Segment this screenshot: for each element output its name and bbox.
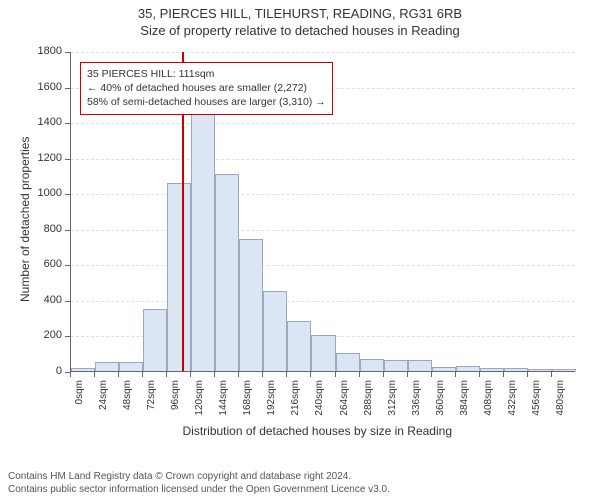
y-tick-mark: [65, 194, 70, 195]
y-tick-mark: [65, 230, 70, 231]
histogram-bar: [167, 183, 191, 371]
footer-line-1: Contains HM Land Registry data © Crown c…: [8, 471, 592, 484]
x-tick-label: 0sqm: [74, 380, 85, 430]
x-tick-mark: [214, 372, 215, 377]
y-tick-mark: [65, 265, 70, 266]
gridline: [71, 123, 575, 124]
x-tick-mark: [479, 372, 480, 377]
info-line-1: 35 PIERCES HILL: 111sqm: [87, 67, 326, 81]
gridline: [71, 265, 575, 266]
y-tick-mark: [65, 301, 70, 302]
histogram-bar: [119, 362, 143, 371]
y-tick-label: 1400: [28, 116, 62, 128]
footer-line-2: Contains public sector information licen…: [8, 484, 592, 497]
y-tick-label: 200: [28, 329, 62, 341]
histogram-bar: [360, 359, 384, 371]
x-tick-label: 216sqm: [290, 380, 301, 430]
x-tick-label: 480sqm: [555, 380, 566, 430]
x-tick-label: 48sqm: [122, 380, 133, 430]
x-tick-mark: [310, 372, 311, 377]
x-tick-mark: [359, 372, 360, 377]
x-tick-mark: [455, 372, 456, 377]
histogram-bar: [528, 369, 552, 371]
x-tick-mark: [527, 372, 528, 377]
histogram-bar: [504, 368, 528, 371]
histogram-bar: [95, 362, 119, 371]
x-tick-label: 240sqm: [314, 380, 325, 430]
gridline: [71, 194, 575, 195]
histogram-bar: [215, 174, 239, 371]
gridline: [71, 52, 575, 53]
x-tick-label: 456sqm: [531, 380, 542, 430]
x-tick-label: 312sqm: [387, 380, 398, 430]
histogram-bar: [191, 111, 215, 371]
gridline: [71, 159, 575, 160]
y-tick-mark: [65, 52, 70, 53]
info-line-2: ← 40% of detached houses are smaller (2,…: [87, 81, 326, 95]
x-tick-label: 24sqm: [98, 380, 109, 430]
x-tick-mark: [166, 372, 167, 377]
info-line-3: 58% of semi-detached houses are larger (…: [87, 95, 326, 109]
y-tick-label: 800: [28, 223, 62, 235]
x-tick-mark: [286, 372, 287, 377]
histogram-bar: [552, 369, 576, 371]
x-tick-mark: [118, 372, 119, 377]
x-tick-label: 408sqm: [483, 380, 494, 430]
y-tick-mark: [65, 88, 70, 89]
x-tick-mark: [238, 372, 239, 377]
y-tick-label: 1200: [28, 152, 62, 164]
histogram-bar: [480, 368, 504, 371]
y-tick-label: 600: [28, 258, 62, 270]
y-tick-label: 0: [28, 365, 62, 377]
footer-attribution: Contains HM Land Registry data © Crown c…: [8, 471, 592, 496]
y-tick-mark: [65, 123, 70, 124]
x-tick-label: 384sqm: [459, 380, 470, 430]
y-tick-label: 1600: [28, 81, 62, 93]
x-tick-mark: [551, 372, 552, 377]
x-tick-mark: [431, 372, 432, 377]
histogram-bar: [384, 360, 408, 371]
x-tick-mark: [94, 372, 95, 377]
title-line-1: 35, PIERCES HILL, TILEHURST, READING, RG…: [0, 6, 600, 21]
title-line-2: Size of property relative to detached ho…: [0, 23, 600, 38]
y-tick-mark: [65, 159, 70, 160]
histogram-bar: [287, 321, 311, 371]
x-tick-label: 432sqm: [507, 380, 518, 430]
x-tick-label: 360sqm: [435, 380, 446, 430]
x-tick-mark: [70, 372, 71, 377]
histogram-bar: [143, 309, 167, 371]
gridline: [71, 230, 575, 231]
gridline: [71, 301, 575, 302]
x-tick-mark: [262, 372, 263, 377]
x-tick-mark: [407, 372, 408, 377]
histogram-bar: [432, 367, 456, 371]
marker-info-box: 35 PIERCES HILL: 111sqm ← 40% of detache…: [80, 62, 333, 115]
y-tick-label: 1800: [28, 45, 62, 57]
x-tick-label: 144sqm: [218, 380, 229, 430]
x-tick-label: 288sqm: [363, 380, 374, 430]
histogram-bar: [71, 368, 95, 371]
chart-title-block: 35, PIERCES HILL, TILEHURST, READING, RG…: [0, 0, 600, 38]
x-tick-label: 120sqm: [194, 380, 205, 430]
x-tick-mark: [335, 372, 336, 377]
histogram-bar: [263, 291, 287, 371]
x-tick-label: 192sqm: [266, 380, 277, 430]
x-tick-label: 72sqm: [146, 380, 157, 430]
histogram-bar: [311, 335, 335, 371]
histogram-bar: [336, 353, 360, 371]
x-tick-label: 96sqm: [170, 380, 181, 430]
x-tick-mark: [503, 372, 504, 377]
x-tick-mark: [383, 372, 384, 377]
histogram-bar: [239, 239, 263, 371]
x-tick-label: 336sqm: [411, 380, 422, 430]
histogram-bar: [456, 366, 480, 371]
x-tick-label: 168sqm: [242, 380, 253, 430]
x-tick-mark: [142, 372, 143, 377]
y-tick-label: 400: [28, 294, 62, 306]
x-tick-mark: [190, 372, 191, 377]
y-tick-mark: [65, 336, 70, 337]
x-tick-label: 264sqm: [339, 380, 350, 430]
histogram-bar: [408, 360, 432, 371]
y-tick-label: 1000: [28, 187, 62, 199]
